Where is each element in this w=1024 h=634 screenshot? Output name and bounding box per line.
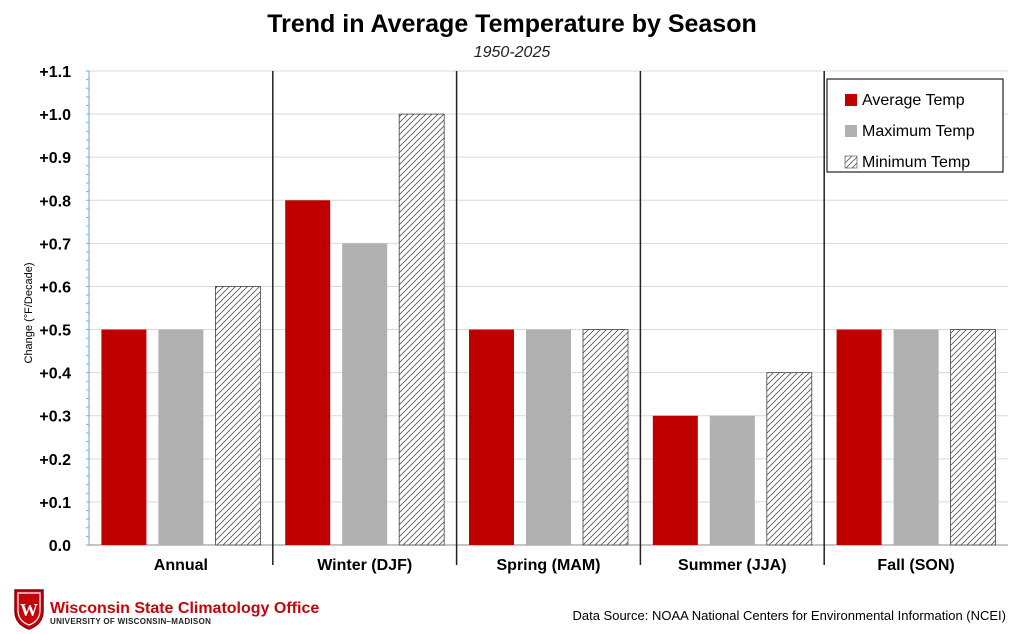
y-axis-label: Change (°F/Decade)	[23, 262, 35, 363]
bar-average-temp	[469, 329, 514, 545]
bar-minimum-temp	[214, 286, 261, 546]
y-tick-label: +0.7	[39, 236, 71, 253]
bar-average-temp	[285, 200, 331, 546]
bar-maximum-temp	[342, 243, 388, 545]
chart-subtitle: 1950-2025	[473, 44, 551, 61]
legend-swatch	[845, 125, 857, 137]
x-tick-label: Annual	[154, 557, 208, 574]
bar-average-temp	[652, 415, 698, 545]
bar-maximum-temp	[893, 329, 939, 545]
y-tick-label: +0.2	[39, 452, 71, 469]
y-tick-label: +0.6	[39, 279, 71, 296]
bar-minimum-temp	[950, 329, 996, 546]
x-tick-label: Winter (DJF)	[317, 557, 412, 574]
chart-title: Trend in Average Temperature by Season	[267, 10, 757, 38]
legend-swatch	[845, 94, 857, 106]
bar-maximum-temp	[709, 415, 755, 545]
logo-letter: W	[20, 600, 38, 620]
x-tick-label: Spring (MAM)	[497, 557, 601, 574]
y-tick-label: +0.1	[39, 495, 71, 512]
legend-label: Maximum Temp	[862, 123, 975, 140]
y-tick-label: +0.5	[39, 323, 71, 340]
legend-swatch	[844, 155, 858, 169]
bar-average-temp	[836, 329, 882, 545]
bar-maximum-temp	[158, 329, 204, 545]
y-tick-label: 0.0	[49, 538, 71, 555]
legend-label: Average Temp	[862, 92, 965, 109]
bar-minimum-temp	[766, 372, 813, 546]
y-tick-label: +1.0	[39, 107, 71, 124]
y-tick-label: +0.9	[39, 150, 71, 167]
bar-maximum-temp	[526, 329, 571, 545]
y-tick-label: +1.1	[39, 64, 71, 81]
bar-minimum-temp	[398, 113, 445, 546]
bar-average-temp	[101, 329, 147, 545]
organization-subtitle: UNIVERSITY OF WISCONSIN–MADISON	[50, 617, 212, 626]
legend-label: Minimum Temp	[862, 154, 970, 171]
x-tick-label: Fall (SON)	[877, 557, 954, 574]
organization-name: Wisconsin State Climatology Office	[50, 600, 320, 617]
bar-minimum-temp	[582, 329, 629, 546]
uw-crest-logo: W	[14, 589, 44, 630]
y-tick-label: +0.8	[39, 193, 71, 210]
y-tick-label: +0.3	[39, 409, 71, 426]
x-tick-label: Summer (JJA)	[678, 557, 786, 574]
data-source: Data Source: NOAA National Centers for E…	[572, 608, 1006, 623]
y-tick-label: +0.4	[39, 366, 71, 383]
